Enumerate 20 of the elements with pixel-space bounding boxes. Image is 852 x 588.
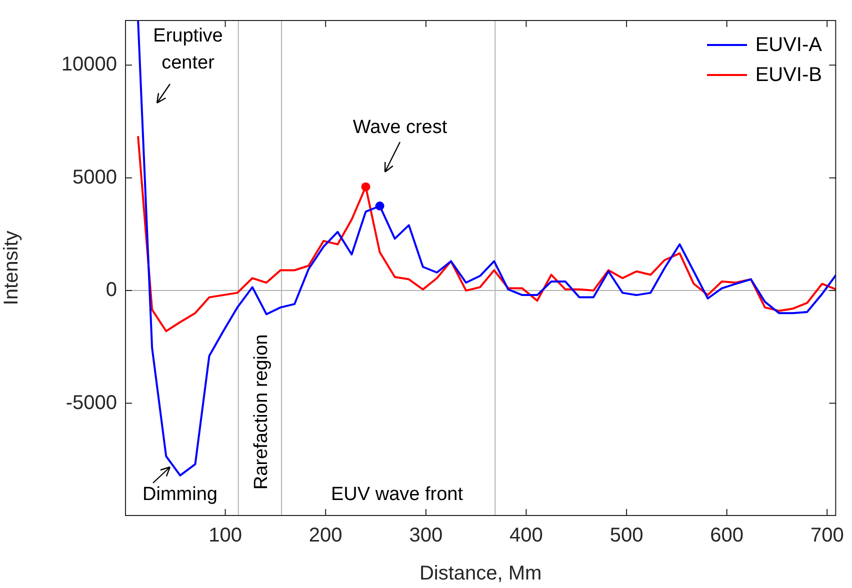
- x-tick-label: 100: [208, 524, 242, 547]
- annotation: Eruptive center: [153, 26, 223, 74]
- x-tick-label: 400: [510, 524, 543, 547]
- y-tick-label: 10000: [61, 54, 117, 76]
- legend-label: EUVI-B: [755, 64, 822, 86]
- x-tick-label: 700: [810, 524, 844, 547]
- annotation: Rarefaction region: [251, 334, 272, 490]
- y-axis-title: Intensity: [0, 230, 23, 306]
- x-tick-label: 500: [610, 524, 644, 547]
- x-tick-label: 200: [308, 524, 342, 547]
- x-axis-title: Distance, Mm: [419, 562, 542, 585]
- legend-label: EUVI-A: [755, 34, 822, 56]
- y-tick-label: -5000: [66, 392, 117, 414]
- annotation: Wave crest: [352, 117, 448, 138]
- y-tick-label: 0: [106, 279, 117, 302]
- x-tick-label: 600: [710, 524, 744, 547]
- annotation: EUV wave front: [331, 484, 464, 506]
- annotation: Dimming: [142, 484, 218, 506]
- y-tick-label: 5000: [72, 166, 117, 188]
- x-tick-label: 300: [409, 524, 443, 547]
